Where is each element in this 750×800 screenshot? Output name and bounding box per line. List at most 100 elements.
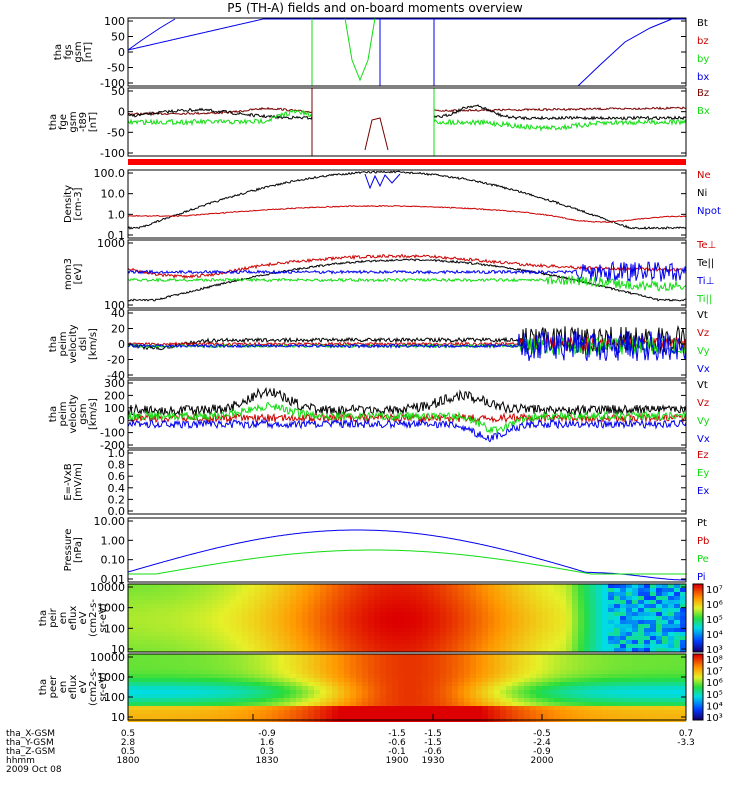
ion-spectrogram: [128, 584, 686, 652]
xaxis-row-value: 0.5: [121, 747, 135, 757]
xaxis-row-value: -2.4: [533, 738, 551, 748]
legend-bx: bx: [697, 72, 709, 83]
ylabel-line: tha: [48, 406, 59, 422]
legend-Te⊥: Te⊥: [696, 240, 716, 251]
trace-gap-inner: [364, 117, 389, 151]
ytick-label: -100: [100, 147, 125, 160]
ylabel-line: tha: [48, 114, 59, 130]
legend-Ni: Ni: [697, 188, 707, 199]
ylabel-line: en: [58, 681, 69, 694]
ylabel-line: en: [58, 612, 69, 625]
legend-Bx: Bx: [697, 106, 710, 117]
trace-te-perp: [127, 253, 687, 279]
ytick-label: -50: [107, 126, 125, 139]
electron-colorbar-label: 10⁴: [706, 701, 723, 712]
ylabel-line: eV: [78, 680, 89, 693]
panel-frame-6: [127, 379, 687, 449]
xaxis-row-value: -0.5: [533, 729, 551, 739]
panel-frame-4: [127, 239, 687, 309]
ytick-label: 0: [118, 106, 125, 119]
ytick-label: 10000: [90, 651, 125, 664]
ylabel-line: (cm2-s-: [88, 668, 99, 706]
ylabel-line: [eV]: [73, 264, 84, 285]
xaxis-row-value: 1800: [117, 756, 140, 766]
ylabel-line: sr-eV): [98, 672, 109, 701]
trace-vt-gsm: [127, 386, 687, 417]
ytick-label: 0.10: [101, 554, 126, 567]
panel-frame-8: [127, 517, 687, 583]
ylabel-line: tha: [38, 679, 49, 695]
ylabel-line: [nPa]: [73, 537, 84, 563]
panel-frame-10: [127, 653, 687, 721]
ytick-label: 10: [111, 643, 125, 656]
ylabel-line: [nT]: [83, 42, 94, 62]
panel-frame-1: [127, 17, 687, 87]
xaxis-row-value: 0.7: [679, 729, 693, 739]
ytick-label: 50: [111, 31, 125, 44]
ylabel-line: gsm: [68, 111, 79, 132]
trace-ne: [127, 204, 687, 223]
ytick-label: 0.4: [108, 482, 126, 495]
trace-pe: [128, 549, 686, 575]
electron-colorbar-frame: [692, 653, 704, 721]
legend-Pi: Pi: [697, 572, 706, 583]
legend-Vx: Vx: [697, 434, 710, 445]
ylabel-line: peim: [58, 401, 69, 426]
trace-pi: [127, 529, 686, 581]
ytick-label: 1.00: [101, 534, 126, 547]
ion-colorbar-label: 10⁷: [706, 585, 723, 596]
ytick-label: 1.0: [108, 447, 126, 460]
xaxis-row-label: tha_X-GSM: [6, 729, 55, 739]
legend-Vy: Vy: [697, 346, 710, 357]
ytick-label: 0: [118, 414, 125, 427]
legend-Bz: Bz: [697, 88, 709, 99]
ytick-label: 100: [104, 15, 125, 28]
ylabel-line: sr-eV): [98, 603, 109, 632]
xaxis-row-value: -1.5: [424, 729, 442, 739]
legend-by: by: [697, 54, 709, 65]
ylabel-line: [km/s]: [88, 398, 99, 430]
ytick-label: 100: [104, 299, 125, 312]
trace-npot: [364, 173, 401, 190]
ylabel-line: fge: [58, 114, 69, 130]
ylabel-line: [mV/m]: [73, 463, 84, 501]
legend-bz: bz: [697, 36, 709, 47]
trace-bx-rise: [127, 18, 176, 51]
electron-colorbar-label: 10⁵: [706, 690, 723, 701]
ylabel-line: Density: [63, 185, 74, 223]
ytick-label: 0.6: [108, 470, 126, 483]
ytick-label: -200: [100, 439, 125, 452]
ion-colorbar-label: 10⁴: [706, 630, 723, 641]
ylabel-line: velocity: [68, 394, 79, 433]
xaxis-row-label: hhmm: [6, 756, 35, 766]
legend-Ey: Ey: [697, 468, 709, 479]
ytick-label: -100: [100, 77, 125, 90]
ytick-label: 0.0: [108, 505, 126, 518]
panel-frame-2: [127, 87, 687, 157]
xaxis-row-value: -3.3: [677, 738, 695, 748]
legend-Ti⊥: Ti⊥: [696, 276, 714, 287]
trace-bx-start: [127, 18, 686, 51]
ylabel-line: tha: [38, 610, 49, 626]
xaxis-row-value: -0.6: [424, 747, 442, 757]
electron-spectrogram: [128, 654, 686, 722]
ytick-label: -40: [107, 369, 125, 382]
legend-Vt: Vt: [697, 380, 708, 391]
electron-colorbar-label: 10⁷: [706, 667, 723, 678]
trace-ti-perp: [127, 260, 687, 284]
data-gap: [312, 88, 434, 156]
ytick-label: -20: [107, 354, 125, 367]
legend-Vz: Vz: [697, 328, 709, 339]
xaxis-row-value: -1.5: [388, 729, 406, 739]
flag-bar: [128, 159, 686, 165]
xaxis-row-value: -0.9: [258, 729, 276, 739]
legend-Vt: Vt: [697, 310, 708, 321]
trace-ni: [127, 170, 687, 230]
xaxis-row-value: 0.3: [260, 747, 274, 757]
ytick-label: 50: [111, 85, 125, 98]
ylabel-line: (cm2-s-: [88, 599, 99, 637]
ion-colorbar-label: 10³: [706, 645, 723, 656]
xaxis-row-value: -0.1: [388, 747, 406, 757]
ytick-label: -100: [100, 427, 125, 440]
